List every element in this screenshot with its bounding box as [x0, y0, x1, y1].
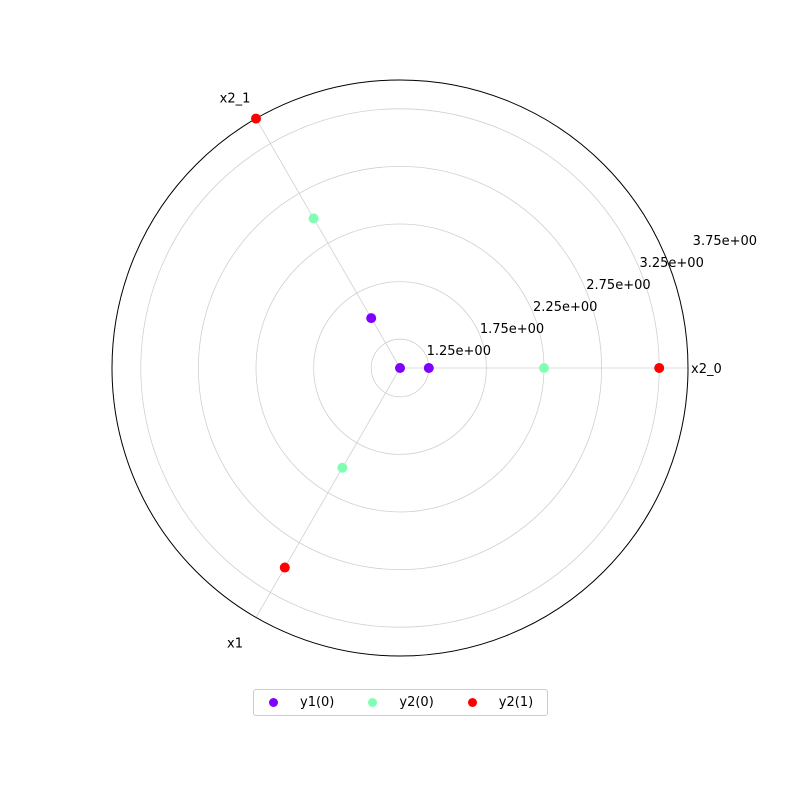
spoke-label: x2_0 [691, 362, 722, 377]
point-y2(0)-x2_1 [308, 213, 319, 224]
legend-label-y1-0: y1(0) [300, 695, 335, 710]
r-tick-label: 1.25e+00 [427, 344, 491, 359]
r-tick-label: 3.75e+00 [693, 234, 757, 249]
r-tick-label: 2.25e+00 [533, 300, 597, 315]
r-tick-label: 3.25e+00 [639, 256, 703, 271]
legend-item-y2-0: y2(0) [368, 695, 434, 710]
spoke-label: x1 [227, 636, 243, 651]
spoke-layer [255, 118, 688, 618]
legend-label-y2-0: y2(0) [399, 695, 434, 710]
spoke-line-1 [255, 118, 401, 369]
point-y1(0)-x2_0 [423, 363, 434, 373]
point-y1(0)-x2_0 [395, 363, 405, 373]
polar-frame [111, 79, 689, 657]
legend-marker-y1-0 [269, 698, 278, 707]
legend-item-y1-0: y1(0) [269, 695, 334, 710]
point-y2(0)-x1 [337, 462, 348, 473]
spoke-label: x2_1 [220, 92, 251, 107]
r-tick-label: 1.75e+00 [480, 322, 544, 337]
legend-item-y2-1: y2(1) [467, 695, 534, 710]
legend-marker-y2-1 [467, 698, 477, 707]
r-tick-label: 2.75e+00 [586, 278, 650, 293]
label-layer: 1.25e+00 1.75e+00 2.25e+00 2.75e+00 3.25e+00… [220, 92, 757, 652]
point-y1(0)-x2_1 [366, 313, 377, 324]
point-y2(0)-x2_0 [539, 363, 549, 373]
point-y2(1)-x2_1 [251, 113, 261, 124]
point-layer [251, 113, 665, 573]
legend-label-y2-1: y2(1) [498, 695, 534, 710]
spoke-line-2 [255, 367, 401, 618]
legend: y1(0) y2(0) y2(1) [253, 689, 548, 716]
legend-marker-y2-0 [368, 698, 378, 707]
point-y2(1)-x2_0 [654, 363, 665, 373]
point-y2(1)-x1 [279, 562, 290, 573]
